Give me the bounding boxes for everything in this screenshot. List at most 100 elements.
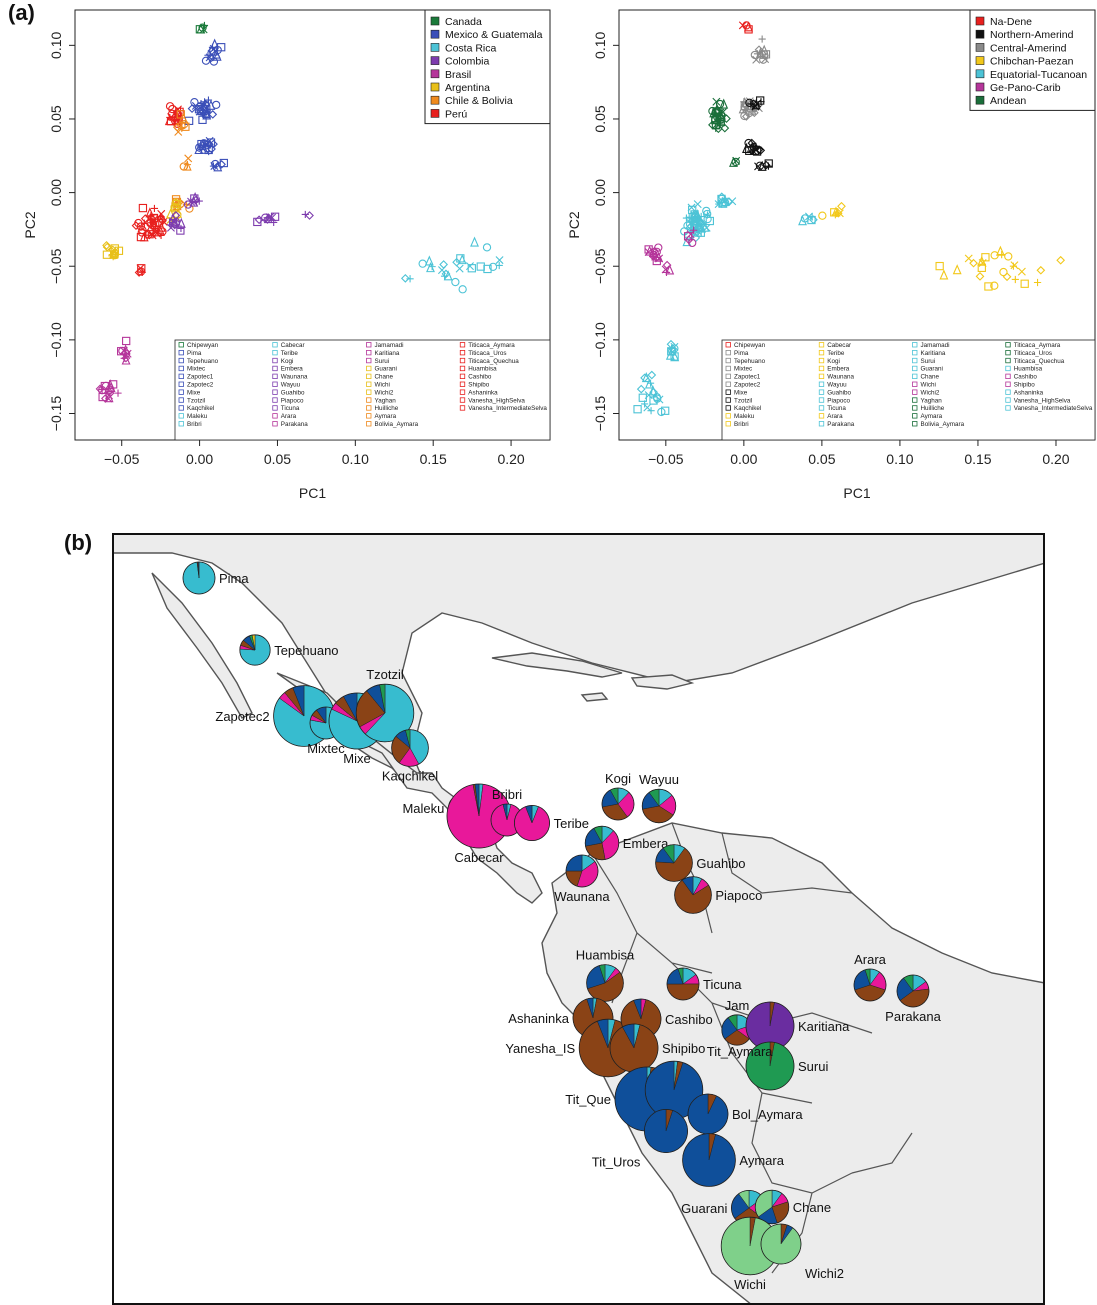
population-label: Chipewyan <box>187 342 219 349</box>
population-label: Yaghan <box>375 397 397 404</box>
data-point <box>110 244 119 253</box>
hispaniola-island <box>630 674 695 690</box>
population-label: Surui <box>921 358 936 365</box>
pie-outline <box>853 968 887 1002</box>
data-point <box>217 43 226 52</box>
population-swatch <box>366 405 372 411</box>
x-axis-label: PC1 <box>299 485 326 501</box>
data-point <box>495 256 504 265</box>
population-label: Titicaca_Quechua <box>468 358 519 365</box>
data-point <box>713 124 723 134</box>
population-swatch <box>912 349 918 356</box>
population-swatch <box>459 342 466 348</box>
pie-tzotzil: Tzotzil <box>355 667 415 743</box>
y-tick-label: 0.05 <box>592 105 608 132</box>
population-label: Maleku <box>734 413 755 420</box>
population-label: Teribe <box>281 350 299 357</box>
population-label: Guarani <box>921 366 943 373</box>
legend-label: Argentina <box>445 82 490 94</box>
data-point <box>1002 272 1012 282</box>
data-point <box>171 195 181 204</box>
data-point <box>150 204 159 213</box>
legend-label: Colombia <box>445 56 490 68</box>
data-point <box>219 158 228 168</box>
data-point <box>482 243 492 252</box>
pie-wichi2: Wichi2 <box>760 1223 844 1281</box>
data-point <box>712 108 721 117</box>
data-point <box>935 261 944 271</box>
x-axis-label: PC1 <box>843 485 870 501</box>
data-point <box>747 104 757 115</box>
population-label: Ticuna <box>281 405 300 412</box>
x-tick-label: 0.00 <box>730 451 757 467</box>
data-point <box>740 111 749 121</box>
data-point <box>443 270 453 281</box>
data-point <box>668 348 677 357</box>
population-swatch <box>178 381 184 387</box>
population-label: Yaghan <box>921 397 943 404</box>
population-label: Wichi2 <box>921 389 940 396</box>
y-tick-label: 0.00 <box>592 179 608 206</box>
data-point <box>200 101 210 112</box>
data-point <box>640 400 649 408</box>
data-point <box>969 258 978 268</box>
pie-label: Waunana <box>554 889 610 904</box>
population-label: Vanesha_HighSelva <box>468 397 525 404</box>
data-point <box>213 161 223 172</box>
data-point <box>952 264 962 275</box>
population-label: Jamamadi <box>921 342 950 349</box>
pie-label: Wayuu <box>639 772 679 787</box>
population-label: Huilliche <box>375 405 399 412</box>
data-point <box>187 197 196 206</box>
population-swatch <box>366 357 372 364</box>
population-swatch <box>1005 349 1011 356</box>
population-label: Parakana <box>281 421 308 428</box>
population-swatch <box>366 389 372 395</box>
data-point <box>174 114 183 123</box>
pie-cabecar: Cabecar <box>446 783 512 865</box>
data-point <box>157 209 166 218</box>
population-swatch <box>725 421 731 427</box>
population-label: Embera <box>281 366 304 373</box>
population-label: Kaqchikel <box>734 405 761 412</box>
legend-swatch <box>430 56 440 65</box>
population-label: Parakana <box>827 421 854 428</box>
pie-label: Bol_Aymara <box>732 1107 803 1122</box>
data-point <box>749 142 757 150</box>
population-swatch <box>366 381 372 387</box>
legend-swatch <box>430 43 440 52</box>
data-point <box>964 254 973 263</box>
data-point <box>270 218 278 227</box>
pie-label: Zapotec2 <box>215 709 269 724</box>
legend-swatch <box>975 95 985 105</box>
pie-label: Wichi <box>734 1277 766 1292</box>
population-swatch <box>272 405 278 411</box>
population-swatch <box>725 365 731 372</box>
population-swatch <box>818 413 825 419</box>
x-tick-label: 0.00 <box>186 451 213 467</box>
legend-label: Chibchan-Paezan <box>990 56 1074 68</box>
data-point <box>758 35 766 43</box>
data-point <box>406 275 414 283</box>
population-swatch <box>459 357 466 364</box>
population-swatch <box>912 381 918 387</box>
data-point <box>655 395 664 404</box>
population-swatch <box>818 421 825 427</box>
population-swatch <box>459 349 466 356</box>
population-swatch <box>272 413 278 419</box>
legend-label: Na-Dene <box>990 16 1032 28</box>
population-swatch <box>725 349 731 356</box>
pie-label: Tit_Aymara <box>707 1044 774 1059</box>
pie-outline <box>754 1189 790 1225</box>
data-point <box>744 138 753 148</box>
legend-swatch <box>430 95 440 105</box>
population-swatch <box>818 365 825 372</box>
pie-label: Kaqchikel <box>382 768 438 783</box>
population-legend <box>721 339 1096 441</box>
x-tick-label: −0.05 <box>648 451 684 467</box>
data-point <box>740 103 749 112</box>
x-tick-label: 0.15 <box>964 451 991 467</box>
data-point <box>211 48 221 59</box>
pie-label: Embera <box>623 836 669 851</box>
legend-label: Brasil <box>445 69 471 81</box>
